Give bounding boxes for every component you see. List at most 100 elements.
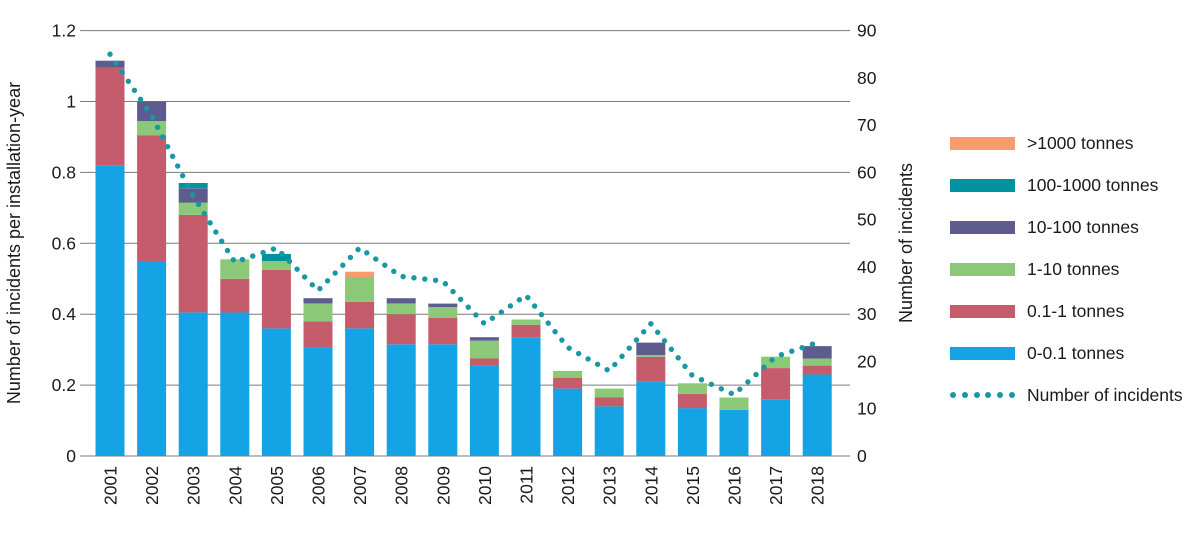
bar-segment-green [802, 358, 832, 366]
right-axis-tick-label: 30 [857, 304, 877, 324]
bar-segment-rose [761, 368, 791, 400]
bar-segment-rose [677, 394, 707, 409]
bar-segment-green [220, 259, 250, 279]
x-axis-year-label: 2017 [766, 466, 786, 505]
legend-item-label: 0-0.1 tonnes [1027, 342, 1125, 363]
x-axis-year-label: 2012 [558, 466, 578, 505]
left-axis-title: Number of incidents per installation-yea… [4, 82, 24, 404]
legend-item: 100-1000 tonnes [950, 164, 1200, 206]
bar-segment-green [594, 388, 624, 398]
legend-item-label: 0.1-1 tonnes [1027, 300, 1125, 321]
bar-segment-rose [303, 321, 333, 348]
left-axis-tick-label: 1 [66, 92, 76, 112]
incidents-dotted-line [107, 51, 820, 398]
bar-segment-blue [553, 388, 583, 456]
bar-segment-blue [469, 365, 499, 456]
legend-item-label: Number of incidents [1027, 384, 1183, 405]
legend-swatch-rose [950, 304, 1015, 318]
bar-segment-blue [95, 165, 125, 457]
right-axis-tick-label: 60 [857, 162, 877, 182]
bar-segment-rose [95, 67, 125, 166]
x-axis-year-label: 2018 [808, 466, 828, 505]
bar-segment-rose [594, 397, 624, 407]
left-axis-tick-label: 0.4 [52, 304, 77, 324]
legend-dotted-line-sample [950, 392, 1015, 398]
bar-segment-blue [386, 344, 416, 456]
legend-item-label: 1-10 tonnes [1027, 258, 1120, 279]
bar-segment-blue [428, 344, 458, 456]
legend-swatch-orange [950, 136, 1015, 150]
left-axis-tick-label: 0.6 [52, 233, 76, 253]
right-axis-tick-label: 90 [857, 21, 877, 41]
legend-dot [997, 392, 1004, 398]
legend-swatch-blue [950, 346, 1015, 360]
legend-item-label: 10-100 tonnes [1027, 216, 1139, 237]
x-axis-year-label: 2003 [184, 466, 204, 505]
x-axis-year-label: 2001 [101, 466, 121, 505]
bar-segment-blue [345, 328, 375, 456]
bar-segment-green [636, 355, 666, 357]
right-axis-tick-label: 20 [857, 351, 877, 371]
legend-item: Number of incidents [950, 374, 1200, 416]
bar-segment-rose [137, 135, 167, 261]
legend-item: 1-10 tonnes [950, 248, 1200, 290]
bar-segment-rose [511, 324, 541, 338]
right-axis-tick-label: 40 [857, 257, 877, 277]
right-axis-title: Number of incidents [896, 163, 916, 323]
bar-segment-blue [137, 261, 167, 456]
legend-dot [1008, 392, 1015, 398]
x-axis-year-label: 2016 [725, 466, 745, 505]
bar-segment-green [261, 261, 291, 270]
chart-legend: >1000 tonnes 100-1000 tonnes 10-100 tonnes… [950, 122, 1200, 416]
legend-dot [973, 392, 980, 398]
legend-item: >1000 tonnes [950, 122, 1200, 164]
legend-item: 0-0.1 tonnes [950, 332, 1200, 374]
legend-swatch-purple [950, 220, 1015, 234]
legend-dot [961, 392, 968, 398]
x-axis-year-label: 2008 [392, 466, 412, 505]
bar-segment-green [469, 340, 499, 359]
bar-segment-green [511, 319, 541, 325]
x-axis-year-label: 2004 [225, 466, 245, 505]
bar-segment-purple [469, 337, 499, 341]
bar-segment-green [137, 121, 167, 136]
x-axis-year-label: 2007 [350, 466, 370, 505]
x-axis-year-label: 2015 [683, 466, 703, 505]
bar-segment-green [303, 303, 333, 322]
bar-segment-green [677, 383, 707, 394]
bar-segment-teal [178, 183, 208, 189]
legend-item: 10-100 tonnes [950, 206, 1200, 248]
bar-segment-rose [220, 278, 250, 313]
bar-segment-rose [386, 314, 416, 345]
x-axis-year-label: 2006 [309, 466, 329, 505]
bar-segment-green [428, 307, 458, 318]
x-axis-year-label: 2010 [475, 466, 495, 505]
x-axis-year-label: 2013 [600, 466, 620, 505]
bar-segment-blue [677, 408, 707, 456]
bar-segment-purple [802, 346, 832, 359]
bar-segment-blue [802, 374, 832, 456]
left-axis-tick-label: 0.2 [52, 375, 76, 395]
bar-segment-teal [261, 253, 291, 261]
bar-segment-rose [345, 301, 375, 329]
bar-segment-blue [303, 347, 333, 456]
x-axis-year-label: 2014 [641, 466, 661, 505]
bar-segment-blue [261, 328, 291, 456]
right-axis-tick-label: 0 [857, 446, 867, 466]
bar-segment-purple [95, 60, 125, 68]
bar-segment-blue [594, 406, 624, 456]
legend-item: 0.1-1 tonnes [950, 290, 1200, 332]
legend-swatch-green [950, 262, 1015, 276]
left-axis-tick-label: 0 [66, 446, 76, 466]
bar-segment-rose [636, 356, 666, 382]
right-axis-tick-label: 50 [857, 210, 877, 230]
right-axis-tick-label: 10 [857, 399, 877, 419]
bar-segment-blue [511, 337, 541, 456]
bar-segment-purple [303, 298, 333, 304]
bar-segment-purple [386, 298, 416, 304]
bar-segment-purple [428, 303, 458, 308]
bar-segment-rose [428, 317, 458, 345]
bar-segment-rose [178, 214, 208, 313]
